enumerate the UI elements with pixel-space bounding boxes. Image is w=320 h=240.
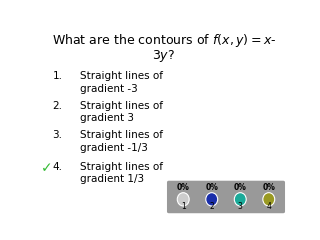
Text: 1: 1 (181, 202, 186, 211)
Text: 0%: 0% (177, 183, 190, 192)
Text: 4.: 4. (52, 162, 62, 172)
Text: ✓: ✓ (41, 161, 53, 175)
Text: 0%: 0% (205, 183, 218, 192)
Text: 2.: 2. (52, 101, 62, 111)
Ellipse shape (206, 193, 218, 206)
FancyBboxPatch shape (167, 181, 285, 213)
Text: 0%: 0% (234, 183, 247, 192)
Text: 3.: 3. (52, 131, 62, 140)
Text: 3: 3 (238, 202, 243, 211)
Ellipse shape (234, 193, 246, 206)
Text: 0%: 0% (262, 183, 275, 192)
Text: Straight lines of
gradient 1/3: Straight lines of gradient 1/3 (80, 162, 163, 184)
Text: 2: 2 (209, 202, 214, 211)
Text: Straight lines of
gradient -3: Straight lines of gradient -3 (80, 71, 163, 94)
Text: Straight lines of
gradient -1/3: Straight lines of gradient -1/3 (80, 131, 163, 153)
Text: 4: 4 (266, 202, 271, 211)
Ellipse shape (177, 193, 189, 206)
Text: 1.: 1. (52, 71, 62, 81)
Text: What are the contours of $f(x,y) = x$-: What are the contours of $f(x,y) = x$- (52, 32, 276, 48)
Text: Straight lines of
gradient 3: Straight lines of gradient 3 (80, 101, 163, 123)
Text: $3y$?: $3y$? (152, 48, 176, 64)
Ellipse shape (263, 193, 275, 206)
